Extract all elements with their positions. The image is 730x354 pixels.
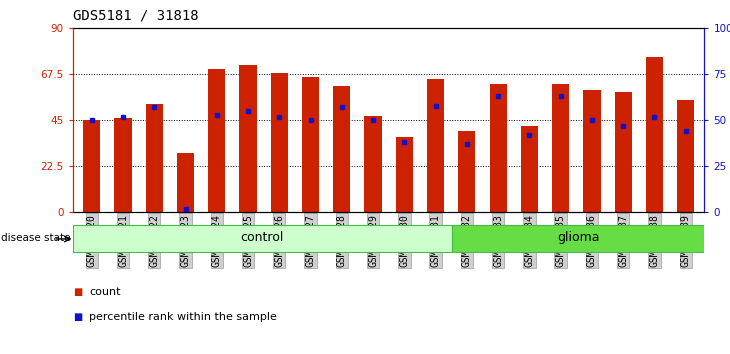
- Bar: [83, 120, 100, 212]
- Text: glioma: glioma: [557, 231, 599, 244]
- Bar: [427, 79, 445, 212]
- Bar: [583, 90, 601, 212]
- Bar: [239, 65, 257, 212]
- Bar: [490, 84, 507, 212]
- Text: GDS5181 / 31818: GDS5181 / 31818: [73, 9, 199, 23]
- Bar: [208, 69, 226, 212]
- Bar: [458, 131, 475, 212]
- Text: ■: ■: [73, 312, 82, 322]
- Bar: [333, 86, 350, 212]
- Bar: [677, 100, 694, 212]
- Bar: [271, 73, 288, 212]
- Text: count: count: [89, 287, 120, 297]
- Text: control: control: [241, 231, 284, 244]
- Text: ■: ■: [73, 287, 82, 297]
- Text: percentile rank within the sample: percentile rank within the sample: [89, 312, 277, 322]
- Bar: [177, 153, 194, 212]
- Bar: [615, 92, 631, 212]
- Bar: [73, 224, 452, 252]
- Bar: [115, 118, 131, 212]
- Bar: [302, 78, 319, 212]
- Bar: [364, 116, 382, 212]
- Bar: [520, 126, 538, 212]
- Text: disease state: disease state: [1, 233, 70, 243]
- Bar: [396, 137, 413, 212]
- Bar: [552, 84, 569, 212]
- Bar: [452, 224, 704, 252]
- Bar: [146, 104, 163, 212]
- Bar: [646, 57, 663, 212]
